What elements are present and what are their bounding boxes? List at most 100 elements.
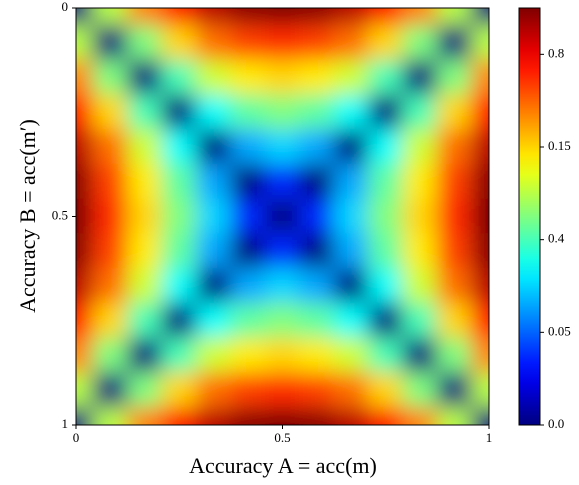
heatmap-cell (402, 337, 438, 374)
heatmap-cell (299, 163, 335, 200)
heatmap-cell (92, 59, 129, 96)
heatmap-cell (471, 8, 489, 26)
heatmap-cell (230, 268, 266, 304)
heatmap-cell (264, 268, 301, 304)
heatmap-cell (471, 163, 489, 200)
colorbar-tick-label: 0.4 (548, 231, 565, 246)
heatmap-cell (471, 233, 489, 270)
heatmap-cell (127, 407, 163, 425)
heatmap-cell (299, 129, 335, 165)
heatmap-cell (230, 372, 266, 409)
heatmap-cell (368, 233, 404, 270)
heatmap-cell (92, 233, 129, 270)
colorbar-tick-label: 0.8 (548, 45, 564, 60)
heatmap-cell (264, 94, 301, 131)
heatmap-cell (436, 129, 473, 165)
x-tick-label: 0 (73, 430, 80, 445)
y-tick-label: 1 (62, 416, 69, 431)
heatmap-cell (264, 233, 301, 270)
heatmap-cell (333, 198, 370, 235)
heatmap-cell (161, 407, 197, 425)
heatmap-cell (333, 129, 370, 165)
heatmap-cell (436, 59, 473, 96)
heatmap-cell (92, 24, 129, 61)
heatmap-cell (264, 8, 301, 26)
heatmap-cell (471, 94, 489, 131)
colorbar-tick-label: 0.15 (548, 138, 571, 153)
heatmap-cell (230, 198, 266, 235)
heatmap-cell (264, 302, 301, 339)
heatmap-cell (436, 233, 473, 270)
heatmap-cell (264, 372, 301, 409)
heatmap-cell (402, 24, 438, 61)
heatmap-cell (195, 302, 232, 339)
heatmap-cell (299, 268, 335, 304)
heatmap-cell (436, 302, 473, 339)
x-tick-label: 0.5 (274, 430, 290, 445)
heatmap-cell (195, 163, 232, 200)
heatmap-cell (402, 129, 438, 165)
heatmap-cell (368, 337, 404, 374)
heatmap-cell (368, 24, 404, 61)
heatmap-cell (368, 8, 404, 26)
heatmap-cell (76, 302, 94, 339)
heatmap-cell (230, 302, 266, 339)
heatmap-cell (333, 163, 370, 200)
heatmap-cell (76, 8, 94, 26)
heatmap-cell (471, 372, 489, 409)
heatmap-cell (402, 268, 438, 304)
heatmap-cell (195, 407, 232, 425)
heatmap-cell (402, 407, 438, 425)
heatmap-cell (402, 163, 438, 200)
heatmap-cell (195, 8, 232, 26)
heatmap-cell (127, 59, 163, 96)
heatmap-cell (195, 233, 232, 270)
heatmap-cell (333, 8, 370, 26)
heatmap-cell (368, 407, 404, 425)
heatmap-cell (299, 59, 335, 96)
heatmap-cell (299, 8, 335, 26)
heatmap-cell (368, 372, 404, 409)
heatmap-cell (195, 129, 232, 165)
heatmap-cell (264, 163, 301, 200)
heatmap-cell (161, 302, 197, 339)
heatmap-cell (333, 372, 370, 409)
heatmap-cell (161, 268, 197, 304)
heatmap-cell (471, 129, 489, 165)
heatmap-cell (333, 268, 370, 304)
heatmap-cell (368, 129, 404, 165)
heatmap-cell (127, 302, 163, 339)
heatmap-cell (127, 8, 163, 26)
heatmap-cell (195, 59, 232, 96)
y-axis-title: Accuracy B = acc(m′) (15, 119, 40, 313)
heatmap-cell (333, 59, 370, 96)
heatmap-cell (92, 372, 129, 409)
heatmap-cell (76, 337, 94, 374)
heatmap-cell (299, 198, 335, 235)
heatmap-cell (92, 129, 129, 165)
heatmap-cell (436, 268, 473, 304)
heatmap-cell (230, 129, 266, 165)
heatmap-cell (264, 337, 301, 374)
heatmap-cell (92, 198, 129, 235)
heatmap-cell (402, 59, 438, 96)
heatmap-cell (471, 198, 489, 235)
heatmap-cell (230, 407, 266, 425)
heatmap-cell (333, 24, 370, 61)
heatmap-cell (368, 268, 404, 304)
colorbar (518, 7, 541, 426)
heatmap-cell (230, 24, 266, 61)
heatmap-cell (127, 372, 163, 409)
heatmap-cell (299, 233, 335, 270)
heatmap-cell (333, 302, 370, 339)
heatmap-cell (299, 372, 335, 409)
heatmap-cell (299, 302, 335, 339)
heatmap-cell (195, 337, 232, 374)
heatmap-cell (161, 94, 197, 131)
heatmap-cell (402, 8, 438, 26)
heatmap-cell (471, 407, 489, 425)
heatmap-cell (127, 233, 163, 270)
heatmap-cell (230, 59, 266, 96)
heatmap-cell (76, 163, 94, 200)
heatmap-cell (76, 24, 94, 61)
